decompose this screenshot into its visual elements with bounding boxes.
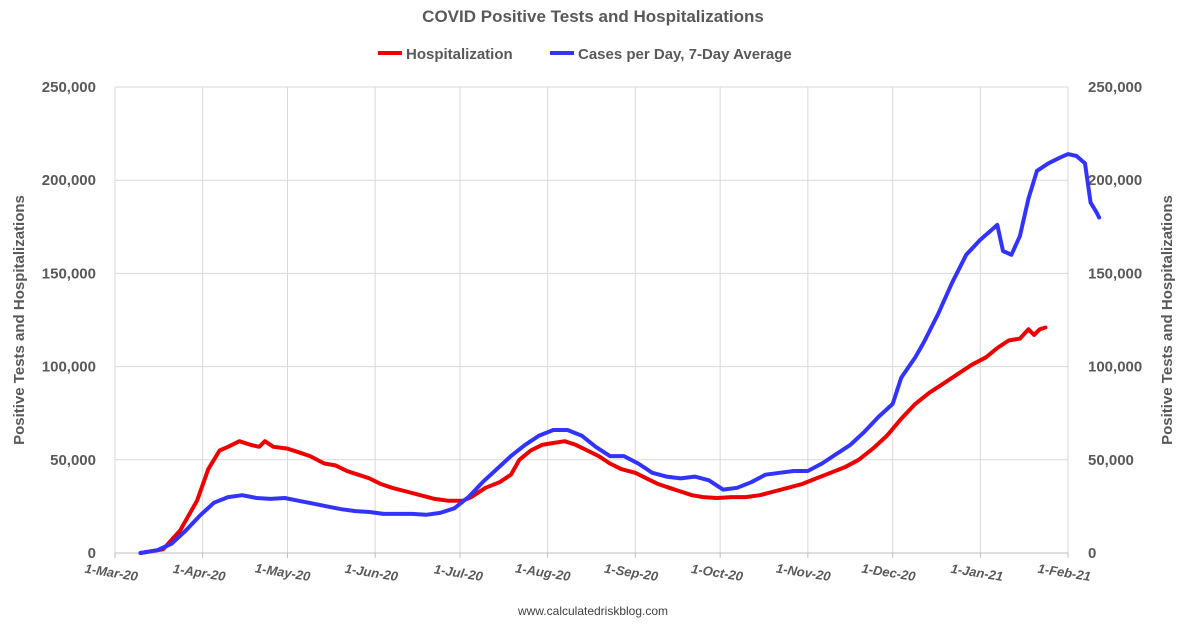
y-tick-label-left: 200,000 [42, 172, 96, 189]
x-tick-label: 1-Jan-21 [950, 561, 1004, 584]
series-layer [138, 152, 1102, 555]
y-tick-label-right: 150,000 [1088, 265, 1142, 282]
y-tick-label-right: 0 [1088, 545, 1096, 562]
x-tick-label: 1-Nov-20 [775, 561, 832, 585]
y-axis-label-left: Positive Tests and Hospitalizations [11, 195, 28, 445]
y-tick-label-left: 100,000 [42, 359, 96, 376]
y-tick-label-right: 100,000 [1088, 359, 1142, 376]
y-axis-left-ticks: 0 50,000 100,000 150,000 200,000 250,000 [42, 79, 96, 562]
y-tick-label-left: 0 [88, 545, 96, 562]
x-tick-label: 1-Sep-20 [603, 561, 660, 584]
x-tick-label: 1-Jul-20 [433, 561, 485, 584]
x-tick-label: 1-Aug-20 [514, 560, 572, 584]
x-tick-label: 1-Jun-20 [344, 561, 400, 584]
gridlines-horizontal [115, 86, 1068, 461]
y-axis-right-ticks: 0 50,000 100,000 150,000 200,000 250,000 [1088, 79, 1142, 562]
legend: Hospitalization Cases per Day, 7-Day Ave… [378, 46, 792, 63]
series-line-cases [138, 152, 1102, 555]
x-tick-label: 1-Oct-20 [690, 561, 744, 584]
x-tick-label: 1-Feb-21 [1037, 561, 1092, 584]
y-tick-label-right: 200,000 [1088, 172, 1142, 189]
y-tick-label-left: 150,000 [42, 265, 96, 282]
y-tick-label-left: 250,000 [42, 79, 96, 96]
y-tick-label-right: 50,000 [1088, 452, 1134, 469]
legend-label-cases: Cases per Day, 7-Day Average [578, 46, 792, 63]
chart-title: COVID Positive Tests and Hospitalization… [422, 7, 764, 26]
x-tick-label: 1-Mar-20 [84, 561, 140, 584]
x-tick-label: 1-Dec-20 [861, 561, 918, 584]
series-line-hospitalization [138, 325, 1048, 555]
y-tick-label-left: 50,000 [50, 452, 96, 469]
y-tick-label-right: 250,000 [1088, 79, 1142, 96]
legend-label-hospitalization: Hospitalization [406, 46, 513, 63]
source-credit: www.calculatedriskblog.com [517, 604, 668, 618]
gridlines-vertical [114, 87, 1069, 553]
x-tick-label: 1-May-20 [254, 560, 312, 584]
x-tick-label: 1-Apr-20 [172, 561, 227, 584]
x-axis-ticks: 1-Mar-20 1-Apr-20 1-May-20 1-Jun-20 1-Jul-20… [84, 553, 1092, 584]
y-axis-label-right: Positive Tests and Hospitalizations [1159, 195, 1176, 445]
